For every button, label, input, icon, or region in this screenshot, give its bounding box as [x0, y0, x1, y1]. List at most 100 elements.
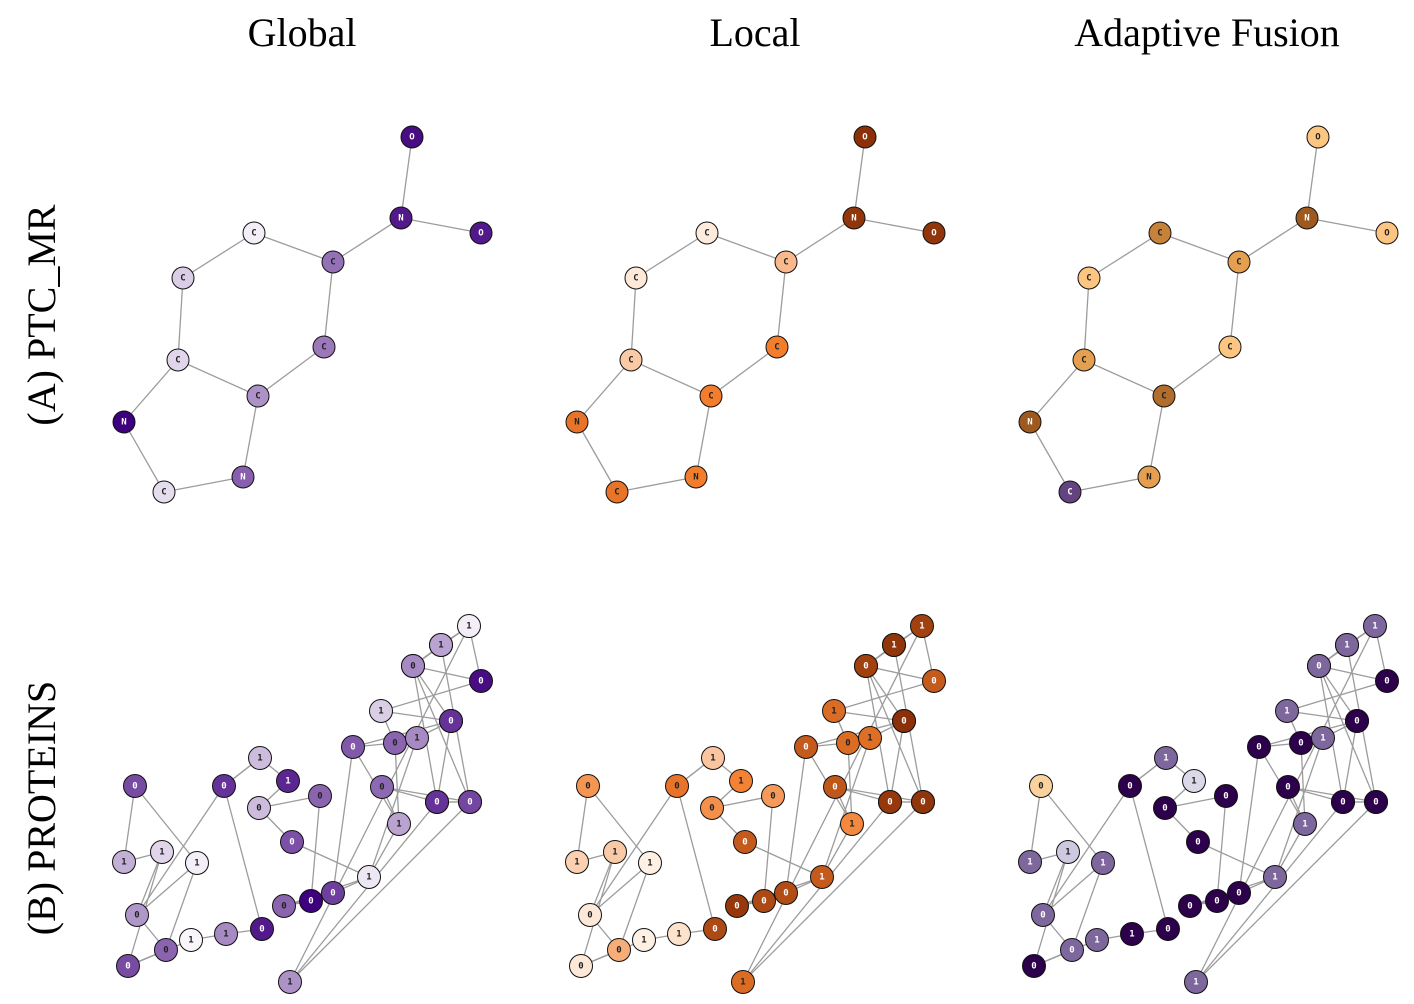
prot-global-edge	[291, 841, 370, 878]
ptc-local-edge	[785, 217, 855, 263]
prot-adaptive-edge	[1197, 841, 1276, 878]
prot-local-edge	[847, 742, 853, 825]
ptc-local-edge	[635, 232, 708, 279]
ptc-adaptive-edge	[1306, 136, 1319, 219]
prot-global-edge	[310, 795, 321, 902]
prot-global-node-label: 0	[350, 743, 355, 753]
ptc-local-node-label: C	[783, 258, 788, 268]
prot-global-node	[276, 769, 300, 793]
prot-global-node	[387, 812, 411, 836]
prot-global-node-label: 1	[466, 622, 471, 632]
prot-adaptive-node-label: 1	[1372, 622, 1377, 632]
ptc-adaptive-node-label: C	[1236, 258, 1241, 268]
prot-adaptive-edge	[1042, 862, 1104, 916]
prot-local-node-label: 1	[819, 873, 824, 883]
prot-adaptive-edge	[1042, 785, 1131, 916]
ptc-global-edge	[182, 232, 255, 279]
prot-global-node-label: 0	[221, 782, 226, 792]
prot-global-node	[212, 774, 236, 798]
ptc-local-node	[565, 410, 589, 434]
prot-local-node-label: 1	[676, 930, 681, 940]
column-title-adaptive-fusion: Adaptive Fusion	[1074, 10, 1340, 55]
prot-global-node	[154, 938, 178, 962]
ptc-local-node-label: C	[614, 488, 619, 498]
prot-local-node	[638, 851, 662, 875]
prot-global-edge	[394, 742, 400, 825]
prot-local-node	[910, 614, 934, 638]
prot-adaptive-node-label: 0	[1165, 925, 1170, 935]
prot-adaptive-node-label: 1	[1272, 873, 1277, 883]
ptc-adaptive-edge	[1238, 217, 1308, 263]
prot-adaptive-node	[1085, 928, 1109, 952]
ptc-global-node	[321, 250, 345, 274]
ptc-local-node	[619, 348, 643, 372]
prot-adaptive-node	[1056, 840, 1080, 864]
ptc-local-node	[624, 266, 648, 290]
ptc-adaptive-node	[1137, 465, 1161, 489]
prot-global-node-label: 1	[396, 820, 401, 830]
prot-adaptive-node	[1275, 699, 1299, 723]
prot-local-node-label: 0	[901, 717, 906, 727]
prot-local-node-label: 0	[783, 889, 788, 899]
prot-adaptive-node-label: 0	[1298, 739, 1303, 749]
prot-global-node-label: 0	[478, 677, 483, 687]
prot-local-node-label: 1	[647, 859, 652, 869]
prot-local-edge	[742, 801, 924, 983]
prot-adaptive-node	[1205, 889, 1229, 913]
prot-local-node	[794, 735, 818, 759]
prot-adaptive-edge	[1040, 785, 1104, 864]
ptc-global-node	[246, 384, 270, 408]
ptc-local-node-label: C	[633, 274, 638, 284]
prot-global-node	[123, 774, 147, 798]
ptc-global-node-label: N	[398, 214, 403, 224]
ptc-local-node-label: N	[574, 418, 579, 428]
ptc-local-node-label: C	[628, 356, 633, 366]
prot-local-edge	[834, 786, 924, 803]
prot-local-node-label: 0	[863, 662, 868, 672]
prot-local-edge	[589, 785, 678, 916]
prot-adaptive-node	[1091, 851, 1115, 875]
prot-local-node	[700, 796, 724, 820]
prot-global-edge	[412, 665, 471, 803]
prot-global-node-label: 1	[378, 707, 383, 717]
prot-global-node-label: 0	[467, 798, 472, 808]
prot-local-node-label: 1	[641, 936, 646, 946]
prot-adaptive-node	[1182, 769, 1206, 793]
prot-global-node	[321, 881, 345, 905]
ptc-local-node-label: C	[774, 343, 779, 353]
prot-local-edge	[821, 737, 871, 878]
prot-global-node	[116, 954, 140, 978]
panel-ptc-mr-local: O N O C C C C C C N N C	[565, 125, 946, 504]
prot-local-node	[774, 881, 798, 905]
prot-global-node	[469, 669, 493, 693]
prot-local-node	[603, 840, 627, 864]
prot-global-node	[125, 903, 149, 927]
panel-proteins-global: 011010011001100000011000111001001100001	[112, 614, 493, 994]
prot-global-node	[308, 784, 332, 808]
ptc-adaptive-edge	[1306, 217, 1388, 234]
prot-adaptive-node-label: 0	[1340, 798, 1345, 808]
prot-local-edge	[889, 720, 905, 803]
ptc-local-node	[695, 221, 719, 245]
prot-global-node-label: 1	[188, 936, 193, 946]
prot-adaptive-edge	[1195, 625, 1376, 983]
ptc-adaptive-node-label: C	[1086, 274, 1091, 284]
prot-local-node-label: 1	[867, 734, 872, 744]
prot-global-node	[425, 790, 449, 814]
prot-local-edge	[744, 841, 823, 878]
prot-local-node-label: 0	[832, 783, 837, 793]
ptc-global-node-label: O	[409, 133, 415, 143]
prot-adaptive-node	[1335, 633, 1359, 657]
prot-adaptive-node-label: 0	[1069, 946, 1074, 956]
prot-adaptive-node-label: 0	[1162, 804, 1167, 814]
prot-local-node	[752, 889, 776, 913]
prot-global-edge	[289, 801, 471, 983]
prot-adaptive-node	[1247, 735, 1271, 759]
ptc-global-node	[166, 348, 190, 372]
ptc-global-node-label: C	[330, 258, 335, 268]
panel-proteins-adaptive: 011010011001100000011000111001001100001	[1018, 614, 1399, 994]
ptc-adaptive-edge	[1159, 232, 1240, 263]
prot-local-node-label: 1	[710, 754, 715, 764]
prot-adaptive-node-label: 1	[1100, 859, 1105, 869]
ptc-global-node-label: N	[121, 418, 126, 428]
